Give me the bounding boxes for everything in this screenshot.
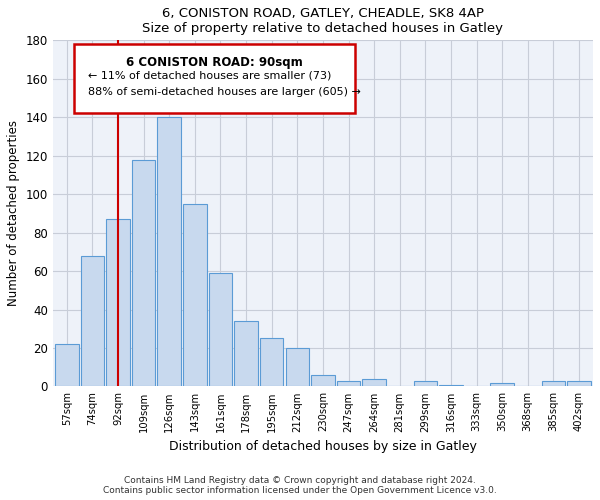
Bar [311, 375, 335, 386]
Y-axis label: Number of detached properties: Number of detached properties [7, 120, 20, 306]
Bar [337, 380, 360, 386]
Bar [80, 256, 104, 386]
Text: ← 11% of detached houses are smaller (73): ← 11% of detached houses are smaller (73… [88, 70, 331, 81]
Bar [490, 382, 514, 386]
Bar [55, 344, 79, 387]
FancyBboxPatch shape [74, 44, 355, 113]
X-axis label: Distribution of detached houses by size in Gatley: Distribution of detached houses by size … [169, 440, 477, 453]
Bar [567, 380, 591, 386]
Bar [183, 204, 206, 386]
Bar [157, 117, 181, 386]
Text: Contains HM Land Registry data © Crown copyright and database right 2024.
Contai: Contains HM Land Registry data © Crown c… [103, 476, 497, 495]
Text: 6 CONISTON ROAD: 90sqm: 6 CONISTON ROAD: 90sqm [127, 56, 303, 69]
Bar [209, 273, 232, 386]
Bar [286, 348, 309, 387]
Bar [439, 384, 463, 386]
Bar [234, 321, 258, 386]
Title: 6, CONISTON ROAD, GATLEY, CHEADLE, SK8 4AP
Size of property relative to detached: 6, CONISTON ROAD, GATLEY, CHEADLE, SK8 4… [142, 7, 503, 35]
Bar [106, 219, 130, 386]
Bar [362, 379, 386, 386]
Bar [260, 338, 283, 386]
Bar [413, 380, 437, 386]
Text: 88% of semi-detached houses are larger (605) →: 88% of semi-detached houses are larger (… [88, 87, 361, 97]
Bar [542, 380, 565, 386]
Bar [132, 160, 155, 386]
